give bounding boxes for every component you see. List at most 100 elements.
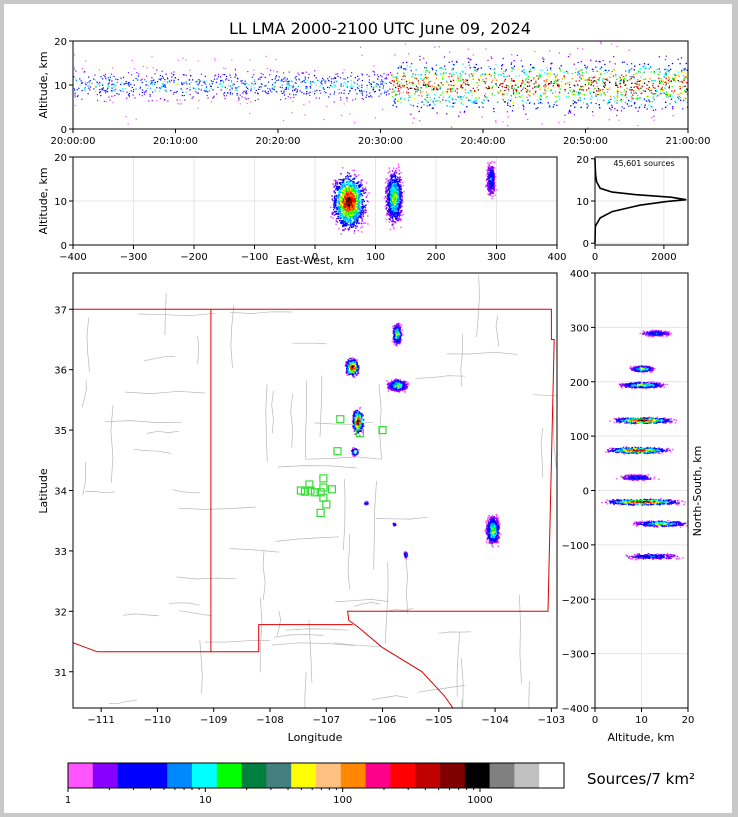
source-mark [550, 89, 552, 91]
source-mark [229, 93, 231, 95]
source-mark [402, 91, 404, 94]
source-mark [628, 70, 630, 72]
source-mark [224, 98, 226, 100]
source-mark [617, 86, 619, 88]
source-mark [245, 98, 247, 100]
source-mark [622, 76, 625, 78]
source-mark [305, 82, 307, 84]
source-mark [621, 94, 623, 96]
source-mark [152, 91, 154, 93]
source-mark [352, 214, 354, 216]
source-mark [111, 95, 113, 97]
source-mark [614, 75, 617, 78]
source-mark [351, 222, 354, 225]
source-mark [373, 71, 375, 73]
source-mark [366, 74, 368, 76]
source-mark [673, 90, 676, 92]
source-mark [352, 217, 354, 220]
source-mark [333, 202, 335, 204]
source-mark [589, 90, 591, 92]
source-mark [583, 86, 585, 88]
source-mark [258, 88, 260, 90]
source-mark [619, 77, 621, 79]
source-mark [104, 75, 106, 78]
source-mark [457, 79, 460, 81]
source-mark [342, 72, 344, 74]
source-mark [521, 70, 523, 72]
source-mark [686, 101, 688, 103]
source-mark [504, 101, 506, 103]
source-mark [348, 214, 350, 216]
source-mark [506, 86, 508, 88]
source-mark [653, 96, 655, 98]
source-mark [354, 187, 356, 189]
source-mark [332, 212, 334, 215]
source-mark [173, 91, 175, 93]
source-mark [287, 96, 289, 98]
source-mark [338, 203, 341, 205]
source-mark [315, 97, 317, 99]
source-mark [678, 75, 680, 77]
source-mark [127, 94, 130, 96]
source-mark [341, 187, 343, 189]
source-mark [470, 90, 472, 92]
source-mark [549, 73, 551, 76]
source-mark [448, 100, 450, 102]
source-mark [217, 86, 219, 88]
source-mark [128, 81, 130, 84]
source-mark [342, 217, 344, 219]
source-mark [597, 99, 599, 101]
source-mark [350, 180, 352, 182]
source-mark [259, 78, 261, 80]
source-mark [229, 91, 232, 94]
source-mark [563, 121, 566, 123]
source-mark [303, 81, 306, 83]
source-mark [584, 66, 586, 68]
source-mark [346, 221, 348, 224]
source-mark [475, 63, 477, 66]
source-mark [125, 82, 127, 84]
source-mark [650, 71, 652, 73]
source-mark [315, 84, 317, 86]
source-mark [685, 97, 687, 100]
source-mark [553, 73, 555, 75]
source-mark [468, 99, 470, 101]
source-mark [404, 75, 406, 77]
source-mark [668, 77, 670, 79]
source-mark [685, 62, 687, 65]
source-mark [405, 80, 408, 83]
source-mark [684, 90, 686, 92]
source-mark [122, 88, 124, 90]
source-mark [198, 99, 200, 102]
source-mark [410, 113, 412, 115]
source-mark [607, 102, 609, 104]
source-mark [161, 86, 163, 88]
source-mark [459, 98, 461, 100]
source-mark [643, 98, 645, 100]
source-mark [413, 97, 416, 100]
source-mark [684, 76, 686, 78]
source-mark [501, 65, 503, 67]
source-mark [75, 80, 77, 82]
source-mark [273, 89, 275, 91]
source-mark [352, 210, 355, 212]
source-mark [679, 88, 681, 90]
source-mark [471, 102, 473, 104]
source-mark [295, 79, 297, 81]
source-mark [353, 183, 355, 186]
source-mark [635, 83, 638, 85]
source-mark [459, 75, 461, 78]
source-mark [433, 98, 435, 100]
source-mark [167, 100, 169, 102]
source-mark [513, 65, 515, 67]
source-mark [151, 77, 153, 79]
source-mark [633, 90, 635, 92]
source-mark [348, 190, 350, 193]
source-mark [280, 80, 282, 83]
source-mark [606, 78, 608, 80]
source-mark [625, 84, 627, 86]
source-mark [454, 90, 457, 92]
source-mark [334, 211, 336, 213]
source-mark [93, 88, 95, 90]
source-mark [343, 213, 345, 216]
